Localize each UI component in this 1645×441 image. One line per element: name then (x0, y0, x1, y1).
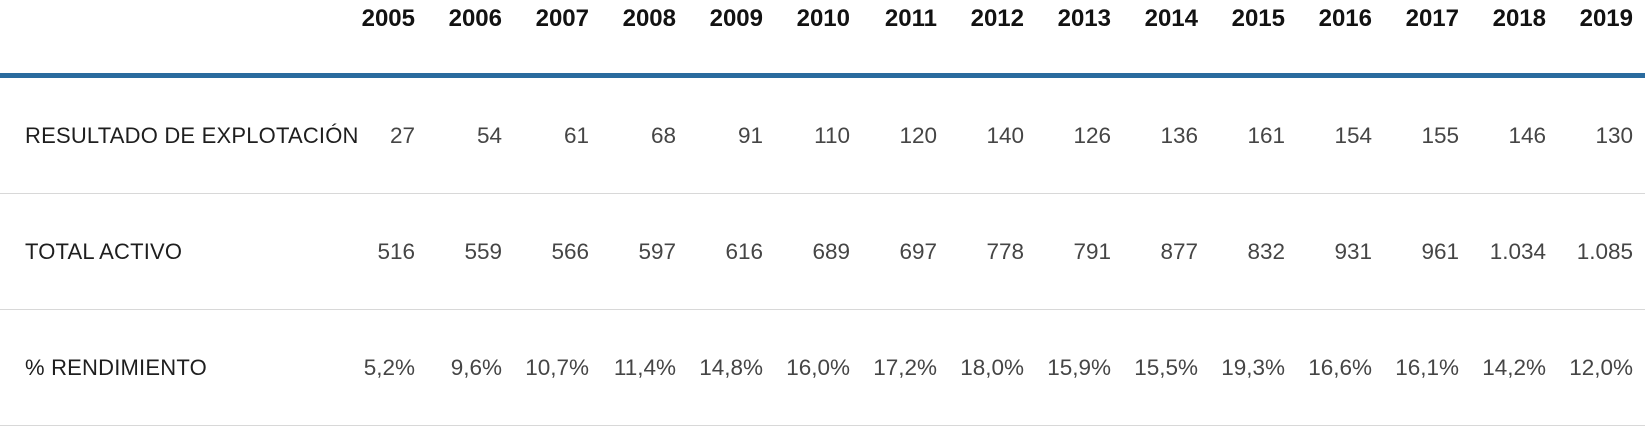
value-cell: 54 (476, 122, 502, 148)
value-cell: 1.034 (1489, 238, 1546, 264)
value-cell: 877 (1160, 238, 1198, 264)
value-cell: 616 (725, 238, 763, 264)
value-cell: 778 (986, 238, 1024, 264)
value-cell: 931 (1334, 238, 1372, 264)
table-row: TOTAL ACTIVO 516 559 566 597 616 689 697 778 791 8… (0, 194, 1645, 310)
year-header-cell: 2007 (535, 5, 589, 32)
value-cell: 68 (650, 122, 676, 148)
value-cell: 110 (814, 122, 850, 148)
value-cell: 146 (1508, 122, 1546, 148)
value-cell: 559 (464, 238, 502, 264)
value-cell: 16,1% (1395, 354, 1459, 380)
value-cell: 10,7% (525, 354, 589, 380)
value-cell: 61 (563, 122, 589, 148)
value-cell: 5,2% (363, 354, 415, 380)
value-cell: 832 (1247, 238, 1285, 264)
value-cell: 18,0% (960, 354, 1024, 380)
value-cell: 14,2% (1482, 354, 1546, 380)
row-label: TOTAL ACTIVO (25, 238, 183, 264)
year-header-cell: 2019 (1579, 5, 1633, 32)
value-cell: 689 (812, 238, 850, 264)
year-header-cell: 2013 (1057, 5, 1111, 32)
year-header-cell: 2011 (884, 5, 937, 32)
value-cell: 155 (1421, 122, 1459, 148)
row-label: RESULTADO DE EXPLOTACIÓN (25, 122, 359, 148)
value-cell: 126 (1073, 122, 1111, 148)
table-header-row: 2005 2006 2007 2008 2009 2010 2011 2012 2013 2014… (0, 0, 1645, 78)
value-cell: 91 (737, 122, 763, 148)
year-header-cell: 2009 (709, 5, 763, 32)
year-header-cell: 2012 (970, 5, 1024, 32)
value-cell: 19,3% (1221, 354, 1285, 380)
year-header-cell: 2014 (1144, 5, 1198, 32)
value-cell: 697 (899, 238, 937, 264)
year-header-cell: 2016 (1318, 5, 1372, 32)
value-cell: 516 (377, 238, 415, 264)
table-body: RESULTADO DE EXPLOTACIÓN 27 54 61 68 91 110 120… (0, 78, 1645, 426)
value-cell: 17,2% (873, 354, 937, 380)
table-row: % RENDIMIENTO 5,2% 9,6% 10,7% 11,4% 14,8% 16,0… (0, 310, 1645, 426)
year-header-cell: 2018 (1492, 5, 1546, 32)
value-cell: 161 (1247, 122, 1285, 148)
value-cell: 130 (1595, 122, 1633, 148)
value-cell: 16,0% (786, 354, 850, 380)
value-cell: 136 (1160, 122, 1198, 148)
year-header-cell: 2008 (622, 5, 676, 32)
table-row: RESULTADO DE EXPLOTACIÓN 27 54 61 68 91 110 120… (0, 78, 1645, 194)
year-header-cell: 2017 (1405, 5, 1459, 32)
row-label: % RENDIMIENTO (25, 354, 207, 380)
year-header-cell: 2015 (1231, 5, 1285, 32)
value-cell: 1.085 (1576, 238, 1633, 264)
value-cell: 961 (1421, 238, 1459, 264)
value-cell: 791 (1073, 238, 1111, 264)
value-cell: 140 (986, 122, 1024, 148)
value-cell: 15,9% (1047, 354, 1111, 380)
value-cell: 154 (1334, 122, 1372, 148)
value-cell: 15,5% (1134, 354, 1198, 380)
value-cell: 14,8% (699, 354, 763, 380)
value-cell: 597 (638, 238, 676, 264)
value-cell: 9,6% (450, 354, 502, 380)
value-cell: 11,4% (613, 354, 676, 380)
year-header-cell: 2010 (796, 5, 850, 32)
year-header-cell: 2006 (448, 5, 502, 32)
value-cell: 12,0% (1569, 354, 1633, 380)
value-cell: 16,6% (1308, 354, 1372, 380)
year-header-cell: 2005 (361, 5, 415, 32)
value-cell: 27 (389, 122, 415, 148)
value-cell: 120 (899, 122, 937, 148)
value-cell: 566 (551, 238, 589, 264)
